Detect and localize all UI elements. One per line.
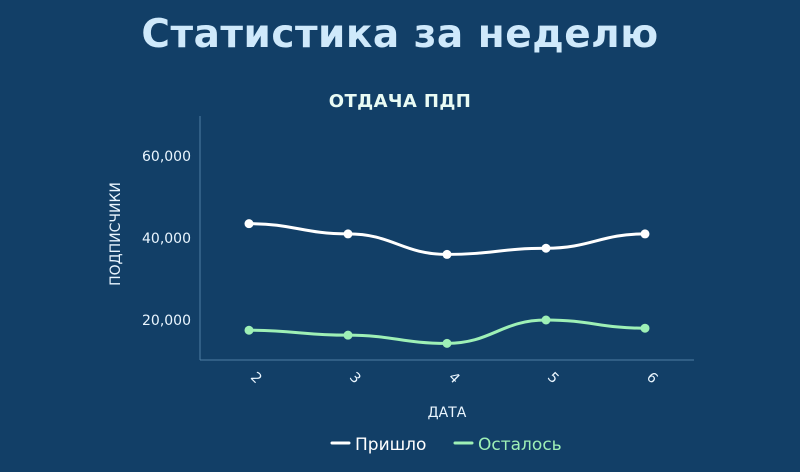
y-tick-labels: 20,000 40,000 60,000 (142, 149, 191, 329)
y-tick-label: 40,000 (142, 231, 191, 247)
x-axis-label: ДАТА (428, 405, 467, 421)
y-axis-label: ПОДПИСЧИКИ (108, 182, 124, 286)
data-point[interactable] (244, 219, 254, 229)
data-point[interactable] (541, 243, 551, 253)
series-layer (244, 219, 650, 348)
x-tick-label: 6 (643, 369, 661, 387)
legend-item-2[interactable]: Осталось (453, 435, 562, 455)
data-point[interactable] (640, 323, 650, 333)
page-title: Статистика за неделю (141, 12, 659, 57)
x-tick-label: 4 (445, 369, 463, 387)
axes (199, 116, 694, 361)
data-point[interactable] (343, 229, 353, 239)
chart-title: ОТДАЧА ПДП (328, 91, 472, 112)
data-point[interactable] (343, 330, 353, 340)
data-point[interactable] (541, 315, 551, 325)
x-tick-labels: 2 3 4 5 6 (247, 369, 661, 387)
x-tick-label: 3 (346, 369, 364, 387)
y-tick-label: 20,000 (142, 313, 191, 329)
legend: Пришло Осталось (330, 435, 562, 455)
data-point[interactable] (640, 229, 650, 239)
series-2 (244, 315, 650, 348)
series-line (247, 222, 647, 256)
data-point[interactable] (442, 338, 452, 348)
x-tick-label: 5 (544, 369, 562, 387)
legend-item-1[interactable]: Пришло (330, 435, 426, 455)
y-tick-label: 60,000 (142, 149, 191, 165)
legend-label: Пришло (355, 435, 426, 455)
data-point[interactable] (244, 325, 254, 335)
data-point[interactable] (442, 249, 452, 259)
x-tick-label: 2 (247, 369, 265, 387)
legend-label: Осталось (478, 435, 562, 455)
series-1 (244, 219, 650, 259)
